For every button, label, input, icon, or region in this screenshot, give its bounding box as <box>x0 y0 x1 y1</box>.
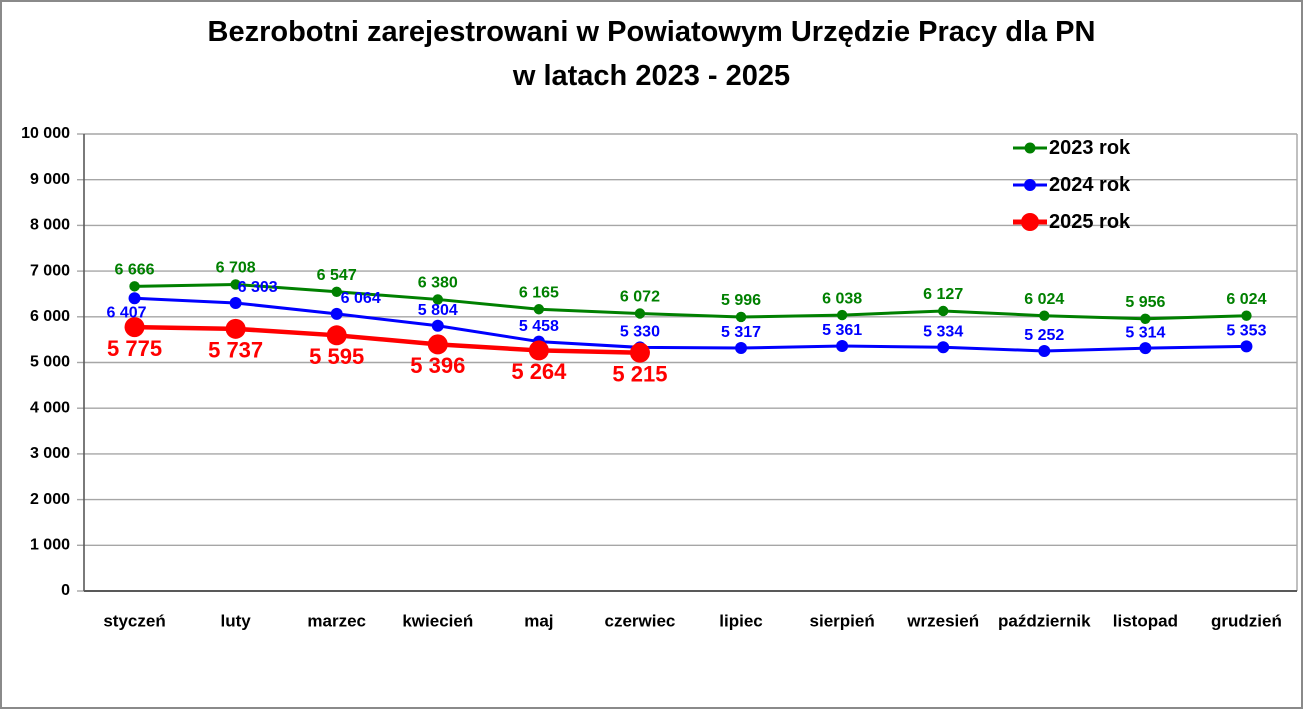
data-label: 5 317 <box>721 324 761 341</box>
data-label: 5 314 <box>1125 324 1165 341</box>
data-label: 6 127 <box>923 286 963 303</box>
data-label: 5 595 <box>309 344 364 369</box>
data-point-2025-rok <box>124 317 145 338</box>
y-axis-label: 2 000 <box>30 491 70 508</box>
legend-marker-2023-icon <box>1013 137 1047 159</box>
series-line-2023-rok <box>133 282 1248 321</box>
data-point-2024-rok <box>1038 344 1051 357</box>
data-point-2023-rok <box>938 305 949 317</box>
data-point-2023-rok <box>129 281 140 292</box>
data-point-2025-rok <box>629 342 650 363</box>
data-label: 6 024 <box>1226 291 1266 308</box>
data-label: 5 458 <box>519 318 559 335</box>
data-point-2024-rok <box>1240 340 1253 353</box>
data-point-2024-rok <box>330 307 343 320</box>
legend-marker-2025-icon <box>1013 211 1047 233</box>
y-axis-label: 3 000 <box>30 445 70 462</box>
data-label: 6 303 <box>238 279 278 296</box>
data-point-2025-rok <box>225 318 246 339</box>
legend-label-2023: 2023 rok <box>1049 136 1131 159</box>
data-point-2023-rok <box>836 309 848 321</box>
data-label: 6 547 <box>317 267 357 284</box>
data-label: 6 666 <box>115 262 155 279</box>
legend-item-2024-rok: 2024 rok <box>1013 174 1130 196</box>
x-axis-label: luty <box>221 611 252 630</box>
data-point-2025-rok <box>528 340 549 361</box>
data-label: 5 956 <box>1125 294 1165 311</box>
y-axis-label: 8 000 <box>30 217 70 234</box>
series-line-2025-rok <box>132 324 643 355</box>
y-axis-label: 4 000 <box>30 399 70 416</box>
legend-item-2023-rok: 2023 rok <box>1013 137 1130 159</box>
data-label: 5 804 <box>418 302 458 319</box>
y-axis-label: 9 000 <box>30 171 70 188</box>
data-point-2024-rok <box>1139 342 1152 355</box>
data-point-2023-rok <box>432 294 443 305</box>
x-axis-label: lipiec <box>719 611 762 630</box>
y-axis-label: 5 000 <box>30 354 70 371</box>
data-label: 5 353 <box>1226 323 1266 340</box>
data-label: 6 072 <box>620 289 660 306</box>
data-label: 5 330 <box>620 324 660 341</box>
data-point-2023-rok <box>1140 313 1151 325</box>
x-axis-label: kwiecień <box>402 611 473 630</box>
legend-label-2025: 2025 rok <box>1049 210 1131 233</box>
data-label: 5 737 <box>208 338 263 363</box>
x-axis-label: wrzesień <box>906 611 979 630</box>
data-point-2024-rok <box>735 342 748 355</box>
data-label: 5 252 <box>1024 327 1064 344</box>
data-point-2023-rok <box>634 308 646 319</box>
x-axis-label: maj <box>524 611 553 630</box>
legend-item-2025-rok: 2025 rok <box>1013 211 1130 233</box>
y-axis-label: 0 <box>61 582 70 599</box>
data-label: 6 038 <box>822 290 862 307</box>
y-axis-label: 10 000 <box>21 125 70 142</box>
data-point-2024-rok <box>937 341 950 354</box>
x-axis-label: listopad <box>1113 611 1178 630</box>
legend-label-2024: 2024 rok <box>1049 173 1131 196</box>
data-label: 6 708 <box>216 260 256 277</box>
data-label: 6 064 <box>341 290 381 307</box>
data-point-2023-rok <box>533 304 545 315</box>
x-axis-label: marzec <box>307 611 366 630</box>
data-point-2024-rok <box>431 319 444 332</box>
x-axis-label: czerwiec <box>605 611 676 630</box>
data-label: 5 215 <box>612 361 667 386</box>
data-point-2023-rok <box>735 311 747 323</box>
data-point-2024-rok <box>836 340 849 353</box>
y-axis-label: 1 000 <box>30 537 70 554</box>
data-label: 6 165 <box>519 284 559 301</box>
chart-title: Bezrobotni zarejestrowani w Powiatowym U… <box>2 10 1301 98</box>
x-axis-label: styczeń <box>103 611 165 630</box>
data-label: 5 334 <box>923 323 963 340</box>
data-point-2023-rok <box>331 286 342 298</box>
chart-title-line-2: w latach 2023 - 2025 <box>512 60 791 92</box>
series-line-2024-rok <box>133 296 1248 353</box>
data-label: 5 775 <box>107 336 162 361</box>
data-label: 6 024 <box>1024 291 1064 308</box>
data-label: 5 396 <box>410 353 465 378</box>
y-axis-label: 6 000 <box>30 308 70 325</box>
data-label: 5 264 <box>511 359 567 384</box>
data-point-2025-rok <box>326 325 347 346</box>
x-axis-label: październik <box>998 611 1091 630</box>
legend-marker-2024-icon <box>1013 174 1047 196</box>
data-label: 5 996 <box>721 292 761 309</box>
x-axis-label: grudzień <box>1211 611 1282 630</box>
data-point-2025-rok <box>427 334 448 355</box>
data-label: 6 380 <box>418 275 458 292</box>
data-point-2023-rok <box>230 279 241 290</box>
data-point-2024-rok <box>128 292 141 305</box>
data-point-2024-rok <box>229 296 242 309</box>
chart-title-line-1: Bezrobotni zarejestrowani w Powiatowym U… <box>207 16 1096 48</box>
data-label: 6 407 <box>107 304 147 321</box>
data-point-2023-rok <box>1039 310 1050 321</box>
data-label: 5 361 <box>822 322 862 339</box>
data-point-2023-rok <box>1241 310 1252 321</box>
x-axis-label: sierpień <box>810 611 875 630</box>
y-axis-label: 7 000 <box>30 262 70 279</box>
